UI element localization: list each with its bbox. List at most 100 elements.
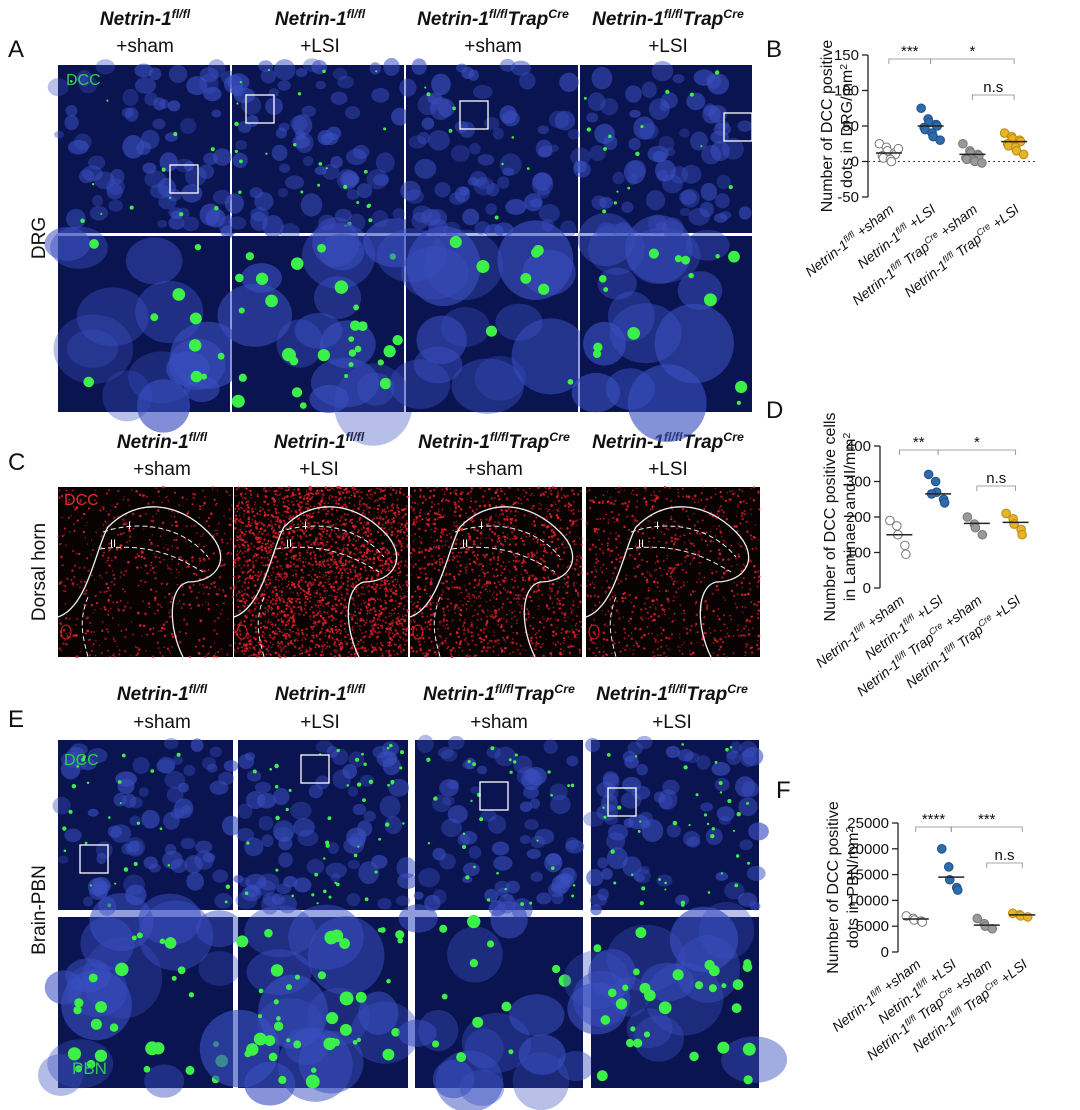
signal-dot [367,649,369,651]
signal-dot [371,645,373,648]
signal-dot [436,528,439,530]
signal-dot [357,321,368,332]
signal-dot [470,635,473,638]
signal-dot [387,625,389,627]
signal-dot [539,502,541,505]
signal-dot [171,545,174,547]
signal-dot [317,348,330,362]
signal-dot [548,587,552,591]
signal-dot [316,600,319,603]
signal-dot [540,550,542,553]
signal-dot [107,609,110,612]
signal-dot [460,570,462,573]
signal-dot [372,541,374,544]
signal-dot [442,574,444,576]
signal-dot [119,599,122,602]
signal-dot [371,494,374,497]
signal-dot [152,627,155,630]
signal-dot [272,594,274,597]
signal-dot [249,624,252,627]
signal-dot [369,538,371,540]
signal-dot [346,576,350,579]
signal-dot [388,588,391,591]
signal-dot [258,540,261,543]
signal-dot [330,653,332,656]
signal-dot [381,489,384,493]
signal-dot [538,629,541,632]
signal-dot [403,595,406,597]
signal-dot [107,649,110,652]
signal-dot [509,571,512,573]
signal-dot [422,637,425,640]
signal-dot [365,558,368,561]
signal-dot [297,585,301,588]
signal-dot [256,579,259,581]
signal-dot [376,577,379,580]
signal-dot [263,593,266,596]
signal-dot [258,557,260,559]
signal-dot [464,618,466,621]
signal-dot [430,577,433,581]
signal-dot [539,507,543,510]
signal-dot [389,486,392,489]
signal-dot [72,585,74,587]
signal-dot [355,644,358,647]
signal-dot [293,530,296,534]
signal-dot [181,497,184,499]
signal-dot [514,515,516,517]
signal-dot [166,564,169,567]
signal-dot [244,496,247,500]
signal-dot [260,509,262,512]
signal-dot [455,631,459,635]
signal-dot [402,632,405,635]
signal-dot [340,487,342,490]
signal-dot [297,593,300,597]
signal-dot [72,634,75,637]
signal-dot [199,619,201,621]
signal-dot [334,641,337,644]
signal-dot [83,580,86,583]
signal-dot [735,380,748,394]
signal-dot [271,497,273,499]
signal-dot [400,560,403,563]
signal-dot [365,534,367,537]
signal-dot [344,373,349,378]
signal-dot [388,636,390,638]
signal-dot [129,607,132,609]
signal-dot [518,603,521,606]
signal-dot [287,584,290,586]
signal-dot [359,505,362,508]
signal-dot [178,556,180,559]
signal-dot [367,603,369,605]
signal-dot [525,619,528,621]
signal-dot [444,539,446,541]
signal-dot [554,503,557,506]
signal-dot [489,590,491,592]
signal-dot [344,503,347,506]
signal-dot [290,610,293,614]
signal-dot [335,563,338,566]
signal-dot [61,564,64,567]
signal-dot [328,533,332,536]
text-run: Netrin-1 [100,9,172,30]
signal-dot [238,628,241,631]
signal-dot [461,491,464,494]
signal-dot [402,593,404,595]
signal-dot [243,533,246,536]
signal-dot [238,642,242,645]
signal-dot [306,595,309,598]
signal-dot [271,501,273,503]
nucleus [702,105,721,124]
signal-dot [409,546,412,548]
signal-dot [285,495,289,498]
signal-dot [527,633,529,636]
signal-dot [541,566,545,570]
signal-dot [542,654,545,657]
column-header: Netrin-1fl/flTrapCre [592,7,744,30]
signal-dot [519,498,522,501]
signal-dot [573,540,576,543]
signal-dot [393,569,396,572]
signal-dot [284,626,287,628]
signal-dot [201,603,204,606]
signal-dot [282,515,284,517]
